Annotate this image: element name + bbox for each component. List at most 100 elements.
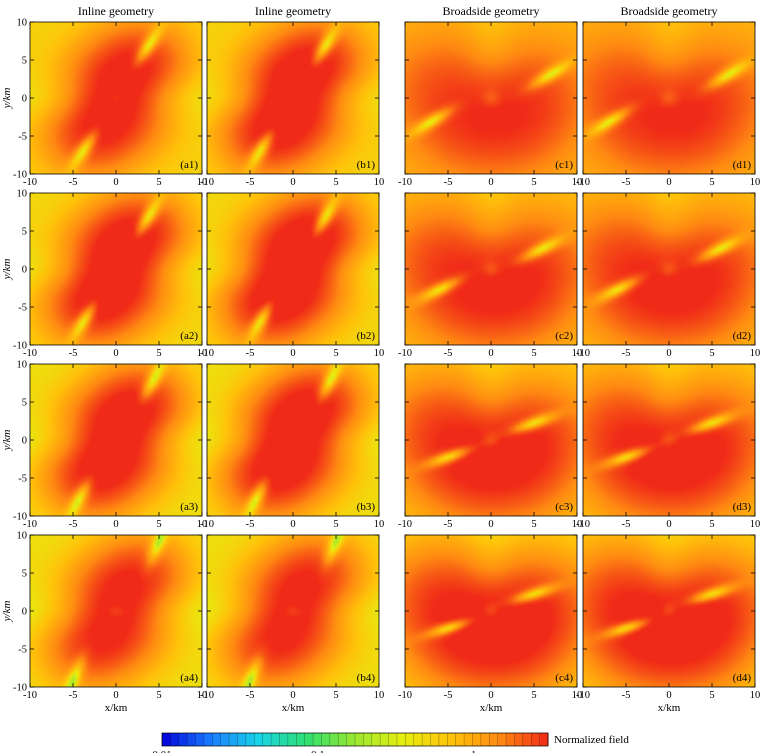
x-tick-label: -10 (398, 177, 412, 188)
colorbar-segment (464, 733, 473, 746)
x-tick-label: 10 (572, 348, 583, 359)
colorbar-segment (489, 733, 498, 746)
colorbar-segment (396, 733, 406, 746)
colorbar-segment (430, 733, 440, 746)
x-tick-label: 0 (666, 690, 671, 701)
panel-label: (d1) (733, 159, 752, 171)
colorbar-segment (313, 733, 322, 746)
x-tick-label: 10 (374, 348, 385, 359)
heatmap-panel: -10 -5 0 5 10 (d3) (576, 363, 761, 530)
colorbar-segment (304, 733, 314, 746)
x-tick-label: -10 (398, 519, 412, 530)
colorbar-segment (522, 733, 532, 746)
y-tick-label: 10 (17, 189, 28, 200)
x-tick-label: -10 (576, 177, 590, 188)
x-tick-label: 0 (666, 519, 671, 530)
colorbar-segment (203, 733, 213, 746)
y-axis-label: y/km (1, 259, 13, 281)
x-tick-label: 0 (488, 177, 493, 188)
panel-label: (a3) (180, 501, 198, 513)
colorbar-segment (422, 733, 431, 746)
x-tick-label: 0 (290, 348, 295, 359)
x-tick-label: 10 (750, 519, 761, 530)
column-title: Inline geometry (78, 4, 154, 18)
column-title: Broadside geometry (443, 4, 540, 18)
x-tick-label: 0 (113, 177, 118, 188)
colorbar-segment (388, 733, 398, 746)
x-tick-label: -5 (246, 348, 255, 359)
colorbar-segment (279, 733, 289, 746)
y-axis-label: y/km (1, 430, 13, 452)
x-tick-label: 5 (531, 348, 536, 359)
heatmap-panel: -10 -5 0 5 10 (c2) (398, 192, 583, 359)
colorbar-segment (346, 733, 356, 746)
x-tick-label: 10 (197, 519, 208, 530)
x-tick-label: 5 (531, 177, 536, 188)
heatmap-panel: -10 -5 0 5 10 10 5 0 -5 -10 (a1) y/km (1, 18, 207, 189)
y-axis-label: y/km (1, 601, 13, 623)
y-tick-label: 10 (17, 360, 28, 371)
x-tick-label: -10 (23, 177, 37, 188)
field-image (583, 22, 755, 174)
colorbar-tick-label: 0.01 (152, 749, 171, 753)
x-tick-label: 5 (333, 348, 338, 359)
y-tick-label: 5 (22, 569, 27, 580)
column-title: Inline geometry (255, 4, 331, 18)
y-tick-label: -5 (18, 645, 27, 656)
x-tick-label: 0 (666, 177, 671, 188)
x-tick-label: -10 (200, 690, 214, 701)
x-tick-label: -10 (200, 177, 214, 188)
panel-label: (b1) (357, 159, 376, 171)
colorbar-segment (271, 733, 280, 746)
heatmap-panel: -10 -5 0 5 10 (b2) (200, 192, 385, 359)
heatmap-panel: -10 -5 0 5 10 10 5 0 -5 -10 (a4) y/km x/km (1, 531, 207, 715)
x-tick-label: 0 (666, 348, 671, 359)
field-image (207, 535, 379, 687)
x-tick-label: -5 (622, 519, 631, 530)
colorbar-segment (405, 733, 415, 746)
colorbar-segment (296, 733, 305, 746)
x-tick-label: 0 (488, 519, 493, 530)
colorbar-segment (355, 733, 364, 746)
x-tick-label: -10 (200, 348, 214, 359)
x-tick-label: 0 (113, 348, 118, 359)
field-image (405, 193, 577, 345)
x-tick-label: 10 (197, 177, 208, 188)
heatmap-panel: -10 -5 0 5 10 (b1) (200, 21, 384, 188)
x-tick-label: 5 (156, 690, 161, 701)
colorbar-segment (229, 733, 238, 746)
x-tick-label: 10 (572, 690, 583, 701)
y-tick-label: 10 (17, 531, 28, 542)
colorbar-segment (447, 733, 456, 746)
field-image (30, 364, 202, 516)
field-image (583, 193, 755, 345)
x-tick-label: -10 (23, 519, 37, 530)
y-tick-label: 5 (22, 398, 27, 409)
field-image (583, 364, 755, 516)
panel-label: (b2) (357, 330, 376, 342)
x-axis-label: x/km (282, 702, 305, 714)
field-image (405, 535, 577, 687)
x-tick-label: 10 (750, 177, 761, 188)
y-tick-label: 0 (22, 436, 27, 447)
x-tick-label: 5 (333, 177, 338, 188)
x-tick-label: 10 (750, 690, 761, 701)
heatmap-panel: -10 -5 0 5 10 (d4) x/km (576, 534, 761, 714)
x-tick-label: 5 (156, 519, 161, 530)
x-tick-label: 10 (572, 519, 583, 530)
colorbar-segment (514, 733, 524, 746)
colorbar-segment (455, 733, 465, 746)
x-tick-label: 0 (113, 519, 118, 530)
x-tick-label: 0 (488, 348, 493, 359)
x-tick-label: 5 (333, 519, 338, 530)
panel-label: (c1) (555, 159, 573, 171)
colorbar-segment (245, 733, 255, 746)
colorbar-segment (363, 733, 373, 746)
colorbar-segment (506, 733, 515, 746)
x-tick-label: 5 (156, 348, 161, 359)
x-tick-label: -5 (622, 177, 631, 188)
x-tick-label: -10 (398, 348, 412, 359)
x-tick-label: -5 (622, 690, 631, 701)
y-tick-label: -5 (18, 132, 27, 143)
panel-label: (b4) (357, 672, 376, 684)
